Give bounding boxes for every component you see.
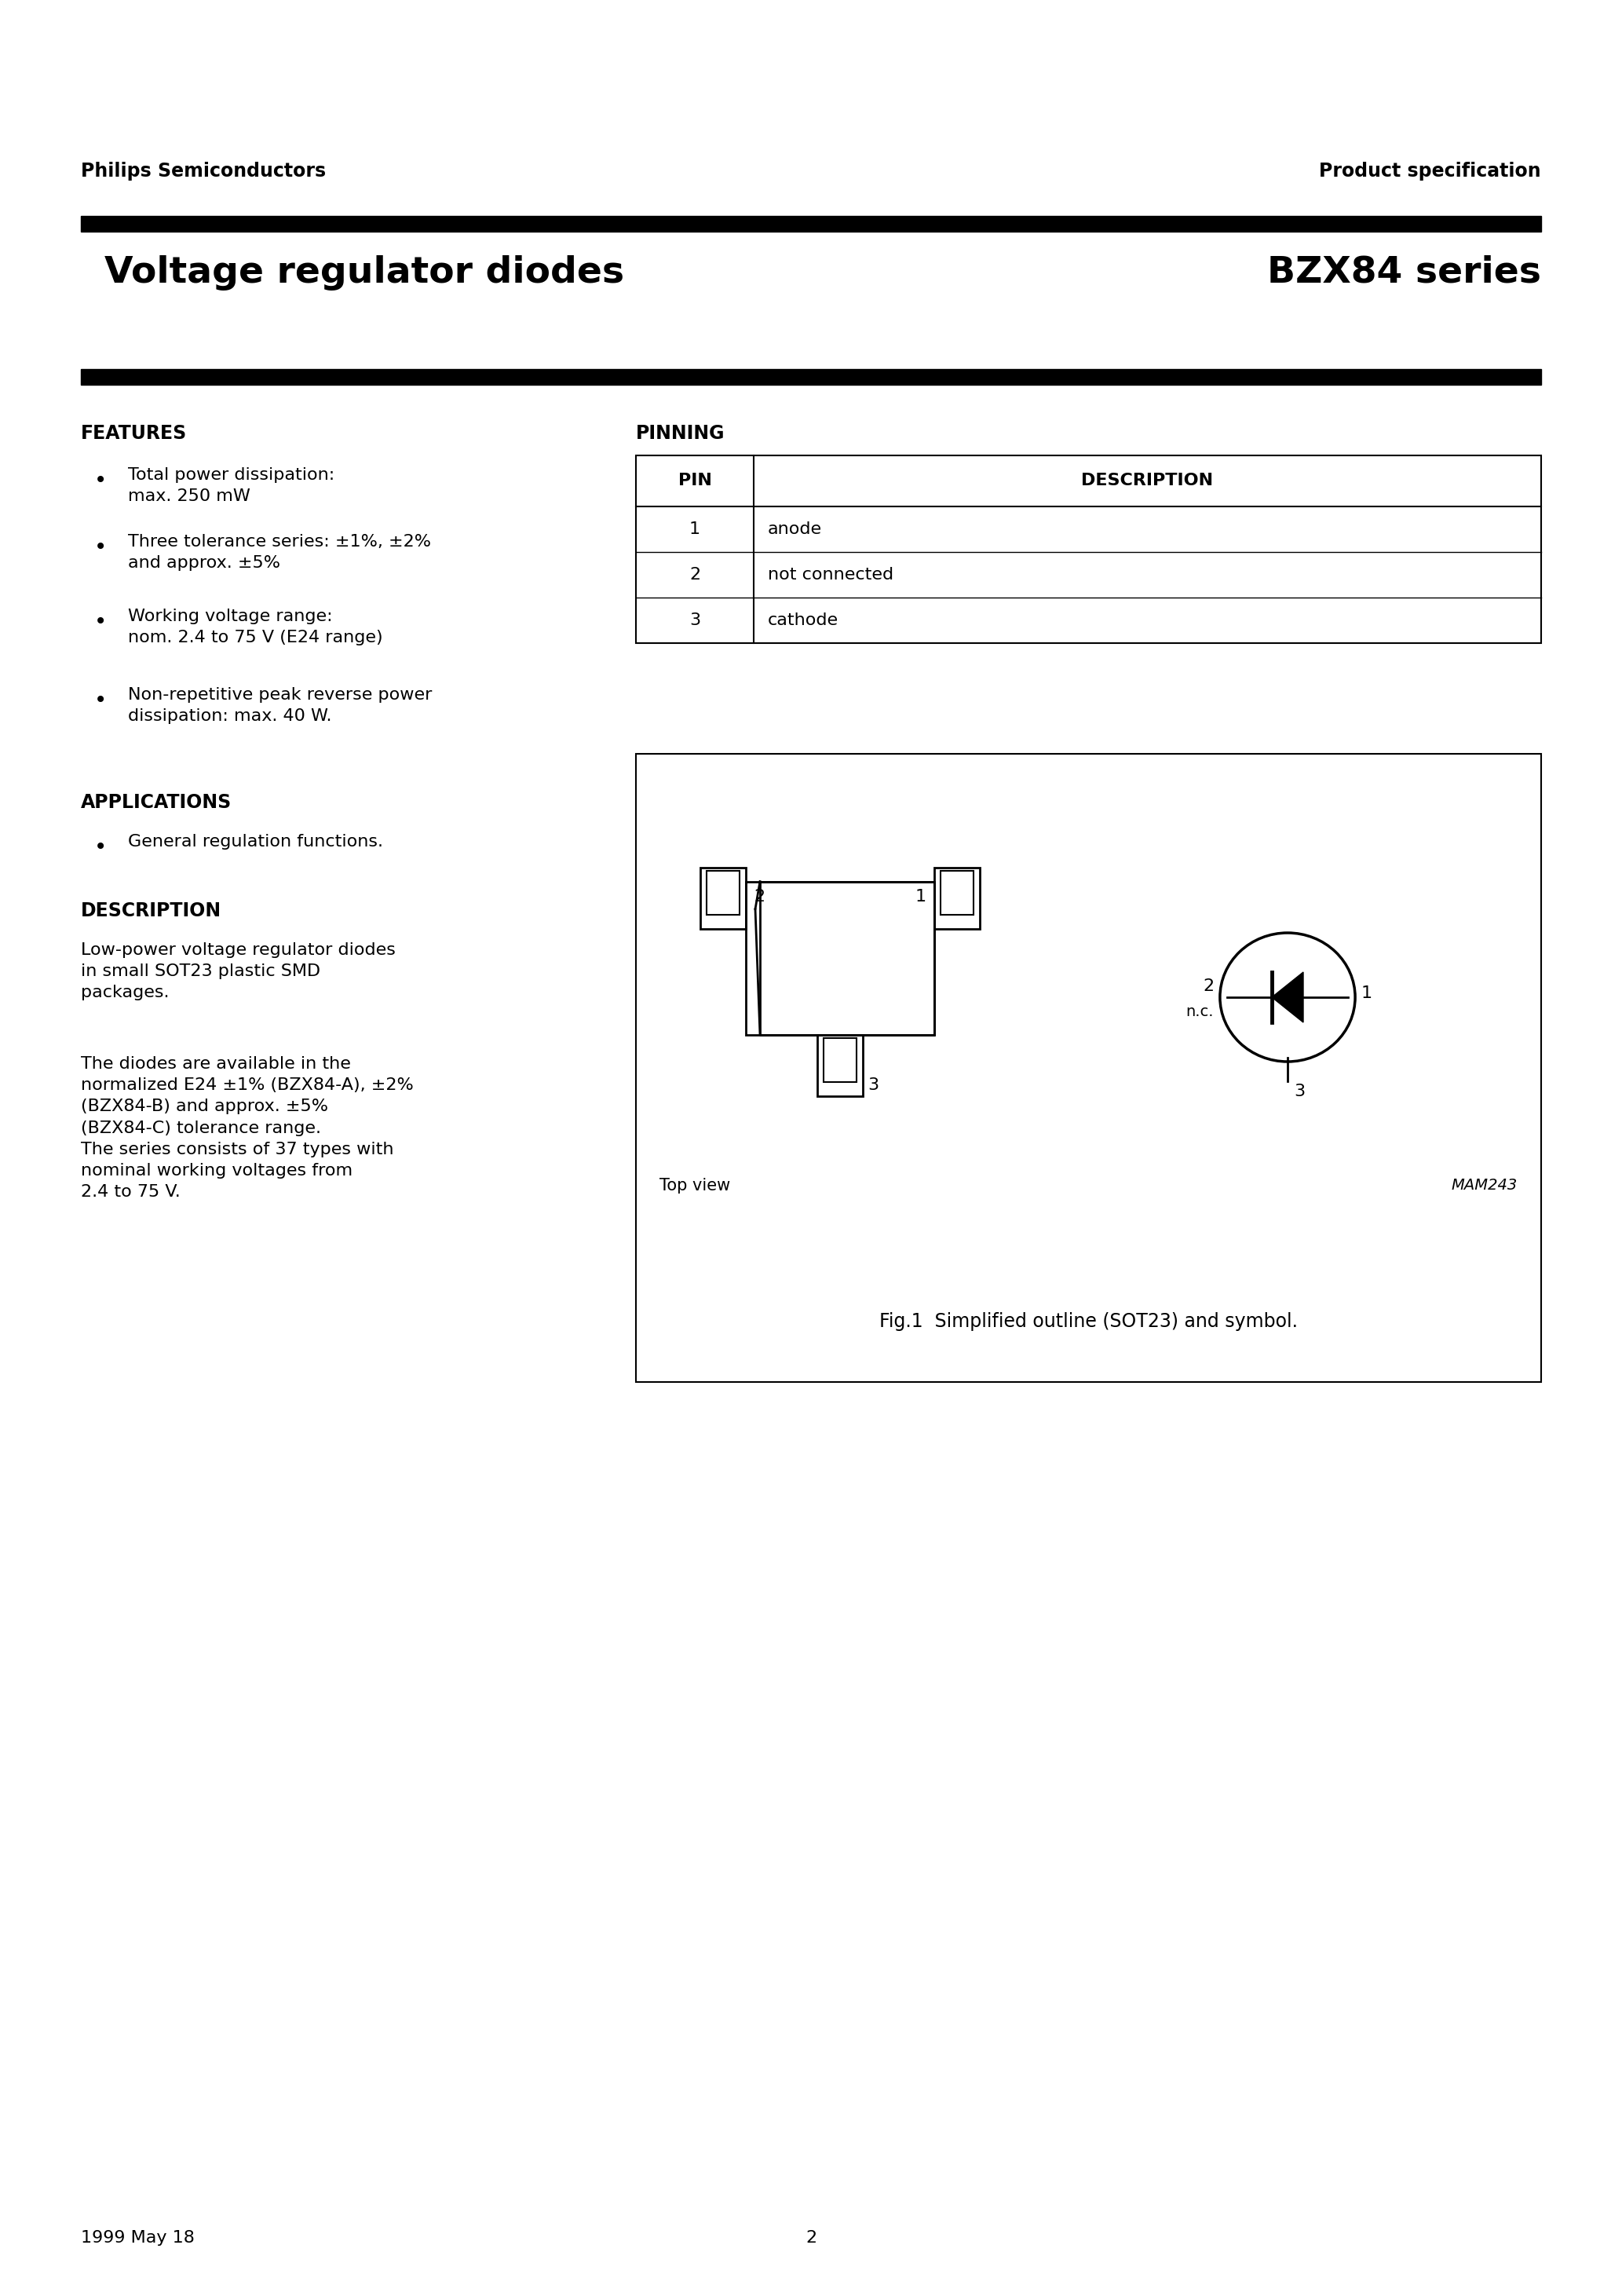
Text: 1: 1 <box>915 889 926 905</box>
Text: •: • <box>94 689 107 712</box>
Text: Low-power voltage regulator diodes
in small SOT23 plastic SMD
packages.: Low-power voltage regulator diodes in sm… <box>81 941 396 1001</box>
Bar <box>941 870 973 914</box>
Text: n.c.: n.c. <box>1186 1003 1213 1019</box>
Text: Working voltage range:
nom. 2.4 to 75 V (E24 range): Working voltage range: nom. 2.4 to 75 V … <box>128 608 383 645</box>
Bar <box>746 882 934 1035</box>
Text: •: • <box>94 836 107 859</box>
Text: anode: anode <box>767 521 822 537</box>
Text: 2: 2 <box>754 889 766 905</box>
Bar <box>934 868 980 928</box>
Text: Total power dissipation:
max. 250 mW: Total power dissipation: max. 250 mW <box>128 466 334 505</box>
Bar <box>824 1038 856 1081</box>
Text: General regulation functions.: General regulation functions. <box>128 833 383 850</box>
Text: PIN: PIN <box>678 473 712 489</box>
Text: Non-repetitive peak reverse power
dissipation: max. 40 W.: Non-repetitive peak reverse power dissip… <box>128 687 431 723</box>
Text: DESCRIPTION: DESCRIPTION <box>81 902 222 921</box>
Text: Top view: Top view <box>660 1178 730 1194</box>
Bar <box>636 753 1541 1382</box>
Text: Philips Semiconductors: Philips Semiconductors <box>81 161 326 181</box>
Bar <box>81 216 1541 232</box>
Text: •: • <box>94 611 107 634</box>
Text: Voltage regulator diodes: Voltage regulator diodes <box>104 255 624 292</box>
Bar <box>701 868 746 928</box>
Text: 2: 2 <box>806 2229 816 2245</box>
Text: Product specification: Product specification <box>1319 161 1541 181</box>
Polygon shape <box>1272 971 1302 1022</box>
Text: PINNING: PINNING <box>636 425 725 443</box>
Text: 1: 1 <box>689 521 701 537</box>
Bar <box>707 870 740 914</box>
Text: Fig.1  Simplified outline (SOT23) and symbol.: Fig.1 Simplified outline (SOT23) and sym… <box>879 1311 1298 1332</box>
Text: MAM243: MAM243 <box>1452 1178 1518 1192</box>
Text: 3: 3 <box>1294 1084 1306 1100</box>
Text: BZX84 series: BZX84 series <box>1267 255 1541 292</box>
Text: •: • <box>94 471 107 491</box>
Text: 2: 2 <box>1202 978 1213 994</box>
Text: •: • <box>94 537 107 558</box>
Text: APPLICATIONS: APPLICATIONS <box>81 792 232 813</box>
Text: 1999 May 18: 1999 May 18 <box>81 2229 195 2245</box>
Bar <box>636 455 1541 643</box>
Text: 3: 3 <box>689 613 701 629</box>
Bar <box>817 1035 863 1095</box>
Bar <box>81 370 1541 386</box>
Text: cathode: cathode <box>767 613 839 629</box>
Text: FEATURES: FEATURES <box>81 425 187 443</box>
Text: 2: 2 <box>689 567 701 583</box>
Text: Three tolerance series: ±1%, ±2%
and approx. ±5%: Three tolerance series: ±1%, ±2% and app… <box>128 535 431 572</box>
Text: not connected: not connected <box>767 567 894 583</box>
Text: 1: 1 <box>1361 985 1372 1001</box>
Text: The diodes are available in the
normalized E24 ±1% (BZX84-A), ±2%
(BZX84-B) and : The diodes are available in the normaliz… <box>81 1056 414 1201</box>
Text: DESCRIPTION: DESCRIPTION <box>1082 473 1213 489</box>
Text: 3: 3 <box>868 1077 879 1093</box>
